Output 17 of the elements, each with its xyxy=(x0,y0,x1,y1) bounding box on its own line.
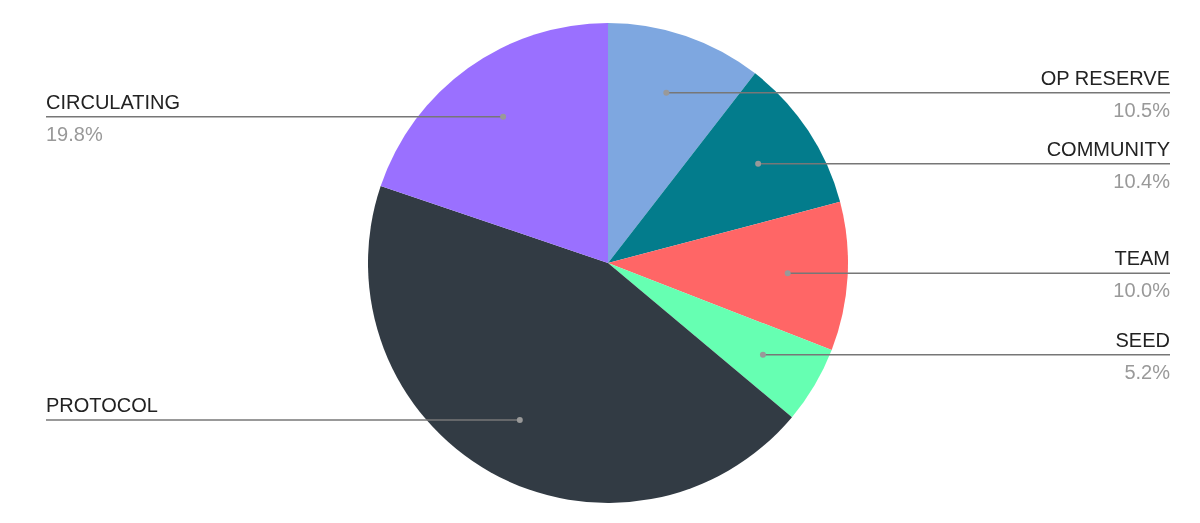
pie-slice xyxy=(608,23,756,263)
slice-label: PROTOCOL xyxy=(46,393,158,416)
data-label: 10.5% xyxy=(1113,98,1171,121)
pie-slice xyxy=(608,201,848,350)
data-label: 10.4% xyxy=(1113,169,1171,192)
slice-label: COMMUNITY xyxy=(1046,137,1170,160)
slice-label: CIRCULATING xyxy=(46,90,181,113)
data-label: 19.8% xyxy=(46,122,103,145)
pie-slice xyxy=(368,185,792,503)
data-label: 5.2% xyxy=(1124,360,1171,383)
slice-label: SEED xyxy=(1115,328,1170,351)
slice-label: TEAM xyxy=(1114,247,1170,270)
data-label: 10.0% xyxy=(1113,279,1171,302)
pie-slice xyxy=(608,73,841,263)
pie-slice xyxy=(380,23,608,263)
pie-slice xyxy=(608,263,832,418)
slice-label: OP RESERVE xyxy=(1040,66,1170,89)
